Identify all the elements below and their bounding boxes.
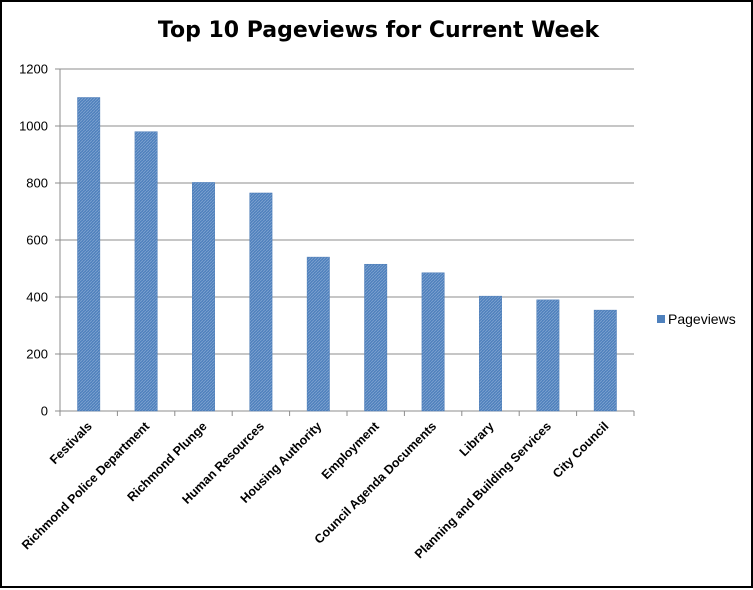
legend: Pageviews [657, 311, 736, 327]
bar-human-resources [249, 192, 273, 412]
legend-label: Pageviews [668, 311, 736, 327]
bar-planning-and-building-services [536, 299, 560, 412]
bar-employment [364, 263, 388, 412]
bar-festivals [77, 97, 101, 412]
bar-council-agenda-documents [421, 272, 445, 412]
bar-richmond-police-department [134, 131, 158, 412]
y-tick-label: 1000 [19, 119, 48, 134]
bar-city-council [593, 309, 617, 412]
bar-series [77, 97, 617, 412]
bar-housing-authority [306, 256, 330, 412]
y-tick-label: 1200 [19, 62, 48, 77]
legend-swatch [657, 315, 665, 323]
bar-richmond-plunge [192, 182, 215, 412]
bar-library [479, 295, 502, 412]
x-tick-label: Festivals [47, 419, 95, 467]
y-tick-label: 400 [26, 290, 48, 305]
x-tick-label: Council Agenda Documents [312, 419, 439, 546]
y-tick-label: 600 [26, 233, 48, 248]
y-tick-label: 800 [26, 176, 48, 191]
x-tick-label: Library [457, 419, 497, 459]
x-tick-label: City Council [550, 419, 611, 480]
y-tick-label: 200 [26, 347, 48, 362]
chart-title: Top 10 Pageviews for Current Week [157, 18, 600, 43]
y-tick-labels: 0 200 400 600 800 1000 1200 [19, 62, 48, 419]
x-tick-label: Employment [319, 419, 383, 483]
y-tick-label: 0 [41, 404, 48, 419]
